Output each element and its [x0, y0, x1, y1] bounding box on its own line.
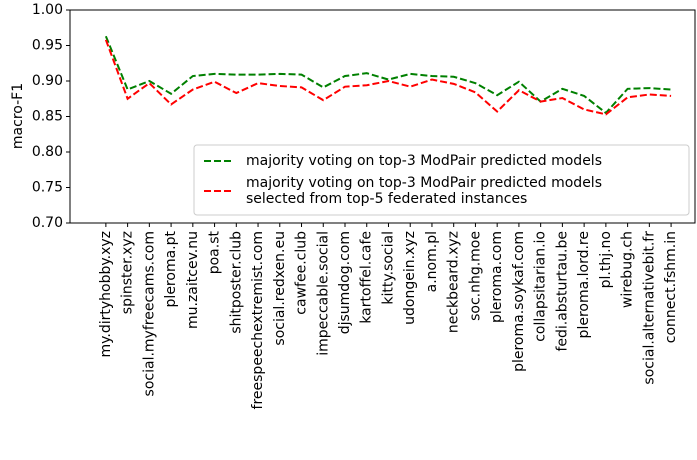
y-tick-label: 1.00 — [32, 2, 63, 18]
y-tick-label: 0.80 — [32, 144, 63, 160]
x-tick-label: kartoffel.cafe — [359, 231, 375, 324]
x-tick-label: collapsitarian.io — [533, 231, 549, 342]
x-tick-label: my.dirtyhobby.xyz — [98, 231, 114, 358]
legend-box — [193, 144, 690, 216]
x-tick-label: a.nom.pl — [424, 231, 440, 292]
x-tick-label: djsumdog.com — [337, 231, 353, 334]
y-tick-label: 0.85 — [32, 109, 63, 125]
line-series — [104, 35, 672, 115]
line-series — [104, 39, 672, 116]
x-tick-label: poa.st — [207, 230, 223, 274]
y-tick-label: 0.95 — [32, 38, 63, 54]
x-tick-label: freespeechextremist.com — [250, 231, 266, 409]
x-tick-label: social.myfreecams.com — [141, 231, 157, 396]
x-tick-label: cawfee.club — [294, 231, 310, 315]
y-tick-label: 0.70 — [32, 215, 63, 231]
x-tick-label: fedi.absturtau.be — [554, 231, 570, 352]
legend-label: majority voting on top-3 ModPair predict… — [246, 153, 602, 169]
legend-label: majority voting on top-3 ModPair predict… — [246, 175, 602, 207]
y-axis-label: macro-F1 — [10, 83, 26, 149]
x-tick-label: udongein.xyz — [402, 231, 418, 325]
y-tick-label: 0.75 — [32, 180, 63, 196]
x-tick-label: pleroma.lord.re — [576, 231, 592, 338]
x-tick-label: impeccable.social — [315, 231, 331, 356]
x-tick-label: soc.nhg.moe — [467, 231, 483, 321]
x-tick-label: wirebug.ch — [620, 231, 636, 308]
x-tick-label: neckbeard.xyz — [446, 231, 462, 333]
x-tick-label: shitposter.club — [228, 231, 244, 334]
x-tick-label: mu.zaitcev.nu — [185, 231, 201, 329]
x-tick-label: social.redxen.eu — [272, 231, 288, 346]
x-tick-label: kitty.social — [380, 231, 396, 305]
x-tick-label: pleroma.com — [489, 231, 505, 323]
x-tick-label: connect.fshm.in — [663, 231, 679, 343]
x-tick-label: pl.thj.no — [598, 231, 614, 288]
x-tick-label: spinster.xyz — [120, 231, 136, 314]
y-tick-label: 0.90 — [32, 73, 63, 89]
x-tick-label: pleroma.pt — [163, 230, 179, 307]
x-tick-label: pleroma.soykaf.com — [511, 231, 527, 372]
x-tick-label: social.alternativebit.fr — [641, 231, 657, 385]
